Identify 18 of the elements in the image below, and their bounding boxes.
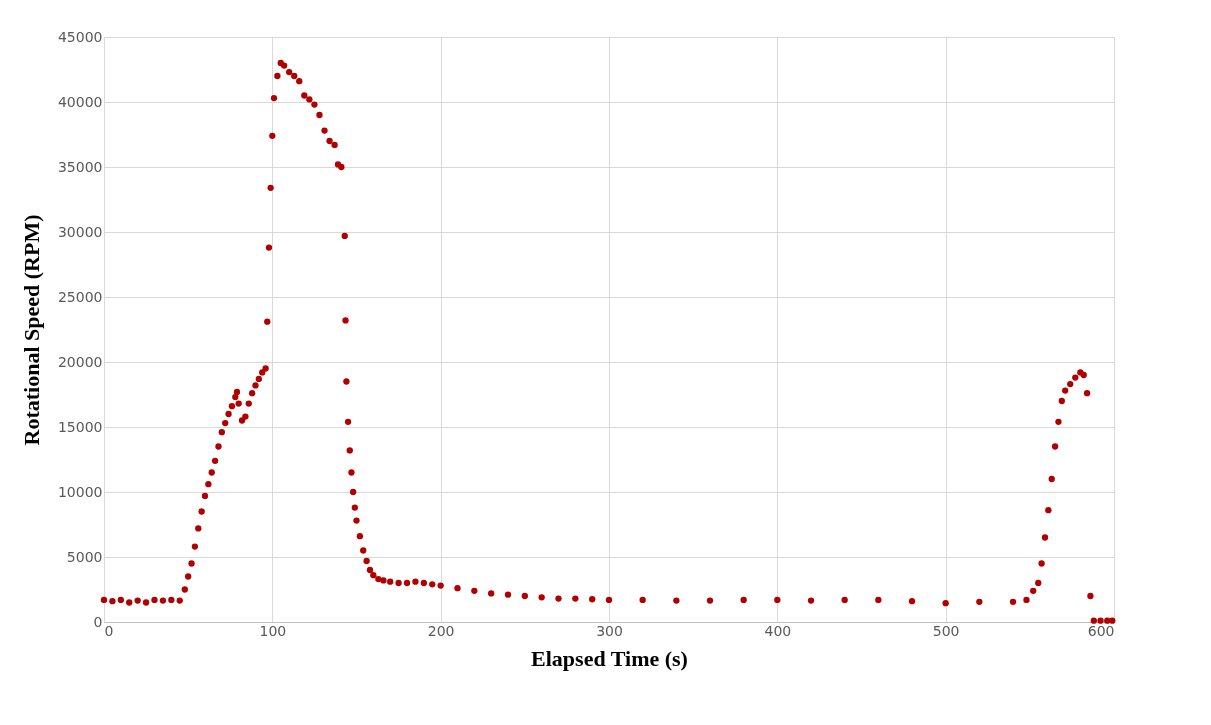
y-tick-label: 15000	[57, 418, 103, 435]
y-axis-title: Rotational Speed (RPM)	[18, 214, 44, 446]
x-tick-label: 0	[104, 622, 114, 639]
x-tick-label: 100	[259, 622, 287, 639]
y-tick-label: 35000	[57, 158, 103, 175]
x-tick-label: 200	[427, 622, 455, 639]
x-tick-label: 400	[764, 622, 792, 639]
y-tick-label: 10000	[57, 483, 103, 500]
x-tick-label: 600	[1087, 622, 1115, 639]
y-tick-label: 5000	[66, 548, 103, 565]
y-tick-label: 40000	[57, 93, 103, 110]
y-tick-label: 30000	[57, 223, 103, 240]
x-tick-label: 300	[596, 622, 623, 639]
y-tick-label: 20000	[57, 353, 103, 370]
x-axis-title: Elapsed Time (s)	[531, 645, 688, 671]
y-tick-label: 25000	[57, 288, 103, 305]
x-tick-label: 500	[932, 622, 960, 639]
y-tick-label: 45000	[57, 28, 103, 45]
